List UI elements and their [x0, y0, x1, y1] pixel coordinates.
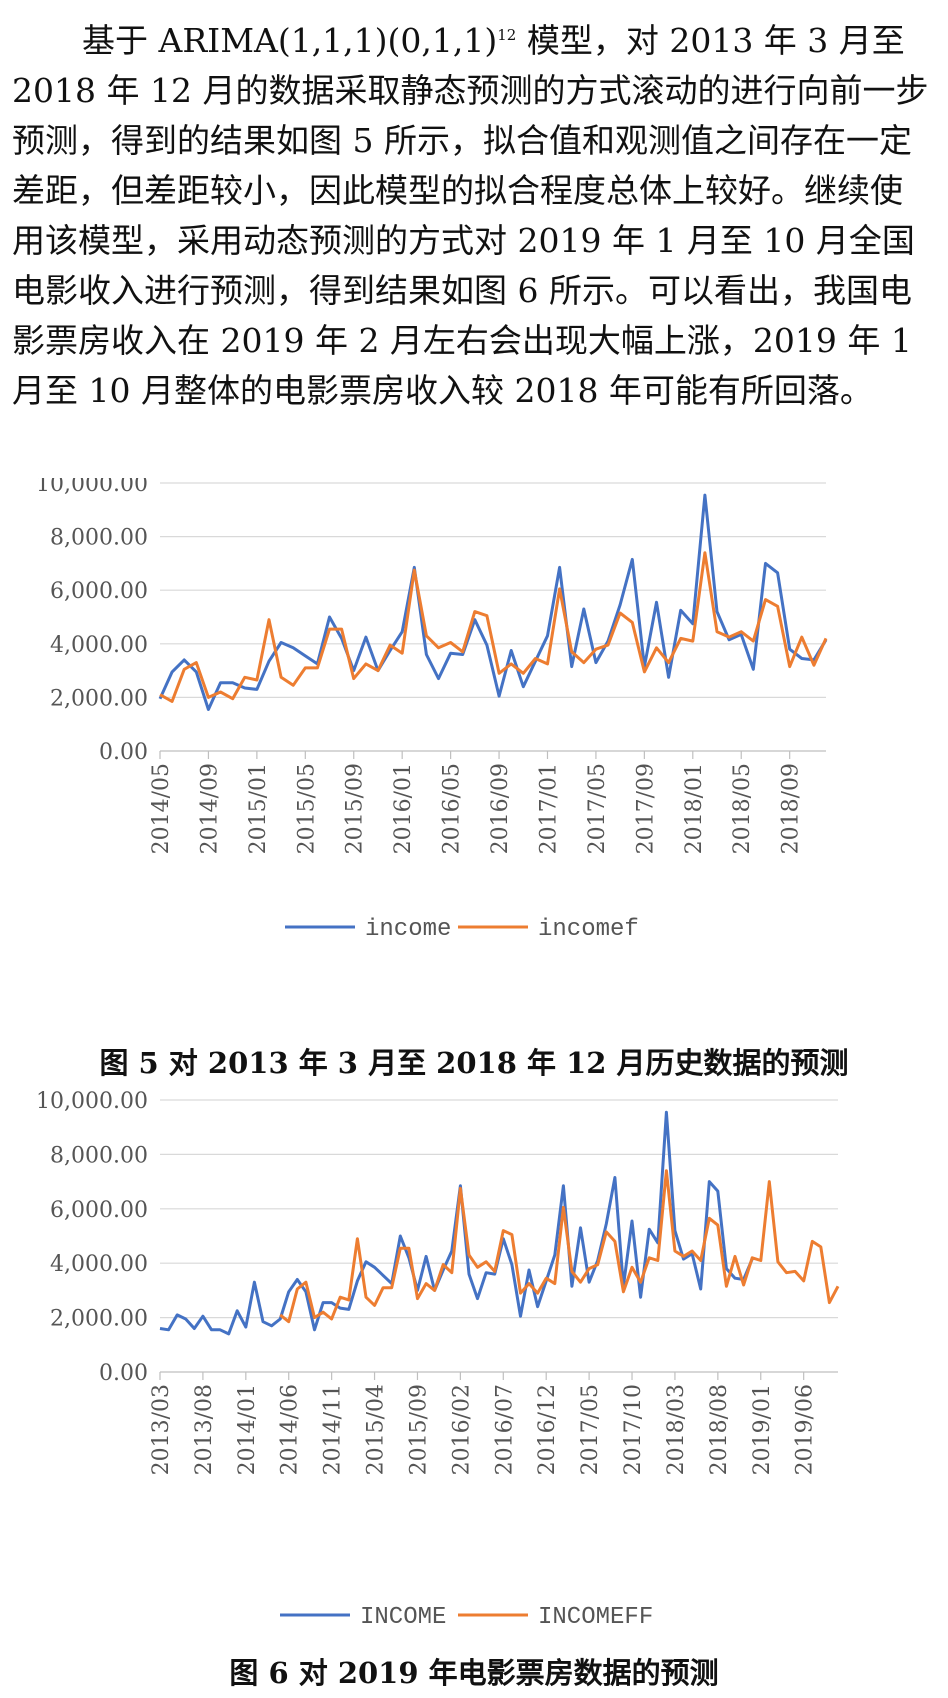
y-tick-label: 4,000.00 [50, 633, 148, 658]
x-tick-label: 2014/06 [278, 1384, 303, 1475]
y-tick-label: 6,000.00 [50, 1198, 148, 1223]
x-tick-label: 2018/09 [779, 763, 804, 854]
y-tick-label: 8,000.00 [50, 1143, 148, 1168]
legend-incomef-label: incomef [538, 916, 639, 943]
legend-income-upper-label: INCOME [360, 1604, 446, 1627]
x-tick-label: 2015/01 [246, 763, 271, 854]
x-tick-label: 2014/01 [235, 1384, 260, 1475]
x-tick-label: 2014/11 [321, 1384, 346, 1475]
figure-6-line-chart: 0.00 2,000.00 4,000.00 6,000.00 8,000.00 10,0… [36, 1089, 840, 1627]
y-tick-label: 8,000.00 [50, 526, 148, 551]
x-tick-label: 2013/08 [192, 1384, 217, 1475]
y-tick-label: 10,000.00 [36, 478, 148, 497]
x-tick-label: 2017/09 [633, 763, 658, 854]
x-tick-label: 2016/07 [492, 1384, 517, 1475]
x-tick-label: 2017/05 [585, 763, 610, 854]
model-superscript: 12 [497, 26, 517, 44]
x-tick-label: 2017/05 [578, 1384, 603, 1475]
series-line-income [158, 493, 828, 711]
x-tick-label: 2014/09 [197, 763, 222, 854]
legend-income-label: income [365, 916, 451, 943]
y-tick-label: 2,000.00 [50, 1307, 148, 1332]
x-tick-label: 2019/06 [793, 1384, 818, 1475]
figure-5-caption: 图 5 对 2013 年 3 月至 2018 年 12 月历史数据的预测 [99, 1046, 849, 1080]
x-tick-label: 2018/05 [730, 763, 755, 854]
x-tick-label: 2019/01 [750, 1384, 775, 1475]
y-tick-label: 4,000.00 [50, 1252, 148, 1277]
x-tick-label: 2018/01 [682, 763, 707, 854]
y-tick-label: 10,000.00 [36, 1089, 148, 1114]
x-tick-label: 2016/01 [391, 763, 416, 854]
figure-5-line-chart: 0.00 2,000.00 4,000.00 6,000.00 8,000.00 10,0… [36, 478, 828, 943]
x-tick-label: 2014/05 [149, 763, 174, 854]
x-tick-label: 2016/09 [488, 763, 513, 854]
legend-incomeff-label: INCOMEFF [538, 1604, 653, 1627]
figure-6: 0.00 2,000.00 4,000.00 6,000.00 8,000.00 10,0… [0, 1082, 948, 1627]
x-tick-label: 2018/03 [664, 1384, 689, 1475]
body-paragraph: 基于 ARIMA(1,1,1)(0,1,1)12 模型，对 2013 年 3 月… [12, 10, 932, 416]
x-tick-label: 2015/09 [343, 763, 368, 854]
x-tick-label: 2015/04 [364, 1384, 389, 1475]
series-line-incomeff [279, 1169, 840, 1324]
paragraph-text-part2: 模型，对 2013 年 3 月至 2018 年 12 月的数据采取静态预测的方式… [12, 21, 929, 410]
series-line-incomef [159, 551, 828, 703]
x-tick-label: 2015/09 [406, 1384, 431, 1475]
x-tick-label: 2018/08 [707, 1384, 732, 1475]
figure-5: 0.00 2,000.00 4,000.00 6,000.00 8,000.00 10,0… [0, 478, 948, 978]
figure-6-caption: 图 6 对 2019 年电影票房数据的预测 [229, 1656, 719, 1690]
y-tick-label: 6,000.00 [50, 579, 148, 604]
y-tick-label: 2,000.00 [50, 686, 148, 711]
x-tick-label: 2016/05 [440, 763, 465, 854]
x-tick-label: 2017/10 [621, 1384, 646, 1475]
y-tick-label: 0.00 [99, 1361, 148, 1386]
paragraph-text-part1: 基于 ARIMA(1,1,1)(0,1,1) [82, 21, 498, 60]
x-tick-label: 2016/02 [449, 1384, 474, 1475]
x-tick-label: 2017/01 [536, 763, 561, 854]
x-tick-label: 2016/12 [535, 1384, 560, 1475]
x-tick-label: 2013/03 [149, 1384, 174, 1475]
x-tick-label: 2015/05 [294, 763, 319, 854]
y-tick-label: 0.00 [99, 740, 148, 765]
